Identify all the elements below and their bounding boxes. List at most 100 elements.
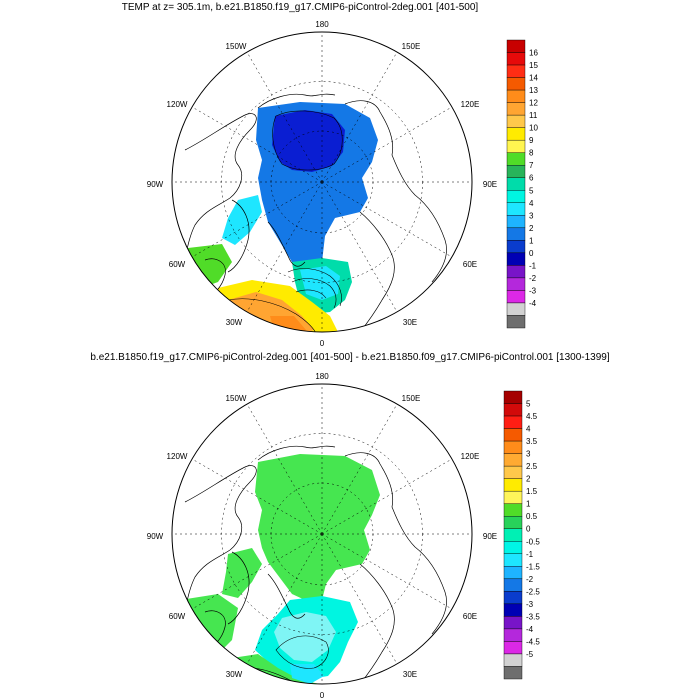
lon-label-60w: 60W [169, 612, 186, 621]
bottom-map-svg: 180 150E 120E 90E 60E 30E 0 30W 60W 90W … [147, 372, 541, 700]
colorbar-swatch [506, 252, 526, 266]
colorbar-swatch [503, 666, 523, 680]
colorbar-swatch [503, 541, 523, 554]
colorbar-swatch [503, 528, 523, 542]
colorbar-swatch [503, 490, 523, 504]
colorbar-tick-label: -1 [526, 550, 534, 559]
colorbar-swatch [503, 503, 523, 517]
colorbar-tick-label: 0 [526, 525, 531, 534]
atlantic-cyan-patch [290, 664, 324, 684]
colorbar-swatch [506, 177, 526, 191]
colorbar-tick-label: -3 [526, 600, 534, 609]
colorbar-swatch [506, 127, 526, 141]
meridian-line [191, 458, 323, 535]
colorbar-swatch [503, 516, 523, 529]
colorbar-swatch [506, 102, 526, 116]
colorbar-tick-label: 0.5 [526, 512, 538, 521]
nordic-diff-inner [274, 612, 336, 662]
lon-label-60e: 60E [463, 260, 477, 269]
meridian-line [191, 106, 323, 183]
lon-label-90w: 90W [147, 532, 164, 541]
colorbar-swatch [506, 114, 526, 128]
lon-label-90e: 90E [483, 532, 497, 541]
canada-basin-fill [272, 110, 345, 172]
bottom-colorbar: 5 4.5 4 3.5 3 2.5 2 1.5 1 0.5 0 -0.5 -1 -1.5 -2 -2.5 -3 -… [503, 390, 540, 680]
colorbar-swatch [503, 616, 523, 630]
bottom-difference-field [172, 384, 472, 684]
lon-label-120e: 120E [461, 452, 480, 461]
colorbar-tick-label: 8 [529, 149, 534, 158]
bottom-map-panel: b.e21.B1850.f19_g17.CMIP6-piControl-2deg… [0, 350, 700, 700]
lon-label-150w: 150W [226, 394, 247, 403]
colorbar-swatch [503, 415, 523, 429]
colorbar-tick-label: -1.5 [526, 562, 540, 571]
lon-label-30e: 30E [403, 670, 417, 679]
colorbar-swatch [506, 202, 526, 216]
colorbar-tick-label: 2 [529, 224, 534, 233]
top-map-title: TEMP at z= 305.1m, b.e21.B1850.f19_g17.C… [121, 2, 479, 13]
colorbar-tick-label: -2.5 [526, 587, 540, 596]
colorbar-swatch [506, 52, 526, 66]
colorbar-tick-label: -2 [529, 274, 537, 283]
lon-label-120w: 120W [167, 100, 188, 109]
colorbar-tick-label: 9 [529, 136, 534, 145]
meridian-line [191, 181, 323, 258]
colorbar-swatch [503, 653, 523, 667]
colorbar-tick-label: -4 [529, 299, 537, 308]
latitude-circle [221, 433, 423, 635]
colorbar-tick-label: 15 [529, 61, 538, 70]
lon-label-30w: 30W [226, 670, 243, 679]
colorbar-tick-label: 4.5 [526, 412, 538, 421]
colorbar-tick-label: 4 [529, 199, 534, 208]
colorbar-swatch [503, 641, 523, 655]
colorbar-tick-label: 2.5 [526, 462, 538, 471]
lon-label-150w: 150W [226, 42, 247, 51]
colorbar-swatch [503, 553, 523, 567]
colorbar-tick-label: -3 [529, 286, 537, 295]
colorbar-swatch [506, 265, 526, 279]
colorbar-swatch [506, 152, 526, 166]
colorbar-swatch [503, 591, 523, 605]
meridian-line [321, 458, 453, 535]
colorbar-swatch [506, 215, 526, 229]
latitude-circle [270, 482, 374, 586]
top-graticule [172, 32, 472, 332]
colorbar-swatch [506, 315, 526, 329]
colorbar-swatch [506, 227, 526, 241]
colorbar-tick-label: 1 [529, 236, 534, 245]
lon-label-30e: 30E [403, 318, 417, 327]
colorbar-tick-label: 5 [526, 400, 531, 409]
meridian-line [191, 533, 323, 610]
lon-label-180: 180 [315, 20, 329, 29]
meridian-line [321, 181, 453, 258]
colorbar-swatch [503, 578, 523, 592]
lon-label-0: 0 [320, 339, 325, 348]
colorbar-tick-label: -1 [529, 261, 537, 270]
colorbar-tick-label: -0.5 [526, 537, 540, 546]
lon-label-150e: 150E [402, 42, 421, 51]
colorbar-swatch [506, 290, 526, 304]
colorbar-tick-label: -3.5 [526, 612, 540, 621]
bottom-map-boundary [171, 383, 473, 685]
arctic-diff-fill [255, 454, 380, 600]
meridian-line [246, 51, 323, 183]
colorbar-tick-label: -4.5 [526, 637, 540, 646]
colorbar-tick-label: -4 [526, 625, 534, 634]
baffin-fill [222, 195, 262, 245]
latitude-circle [221, 81, 423, 283]
meridian-line [246, 181, 323, 313]
colorbar-tick-label: -2 [526, 575, 534, 584]
top-lon-labels: 180 150E 120E 90E 60E 30E 0 30W 60W 90W … [147, 20, 497, 348]
colorbar-tick-label: 14 [529, 74, 538, 83]
colorbar-swatch [503, 403, 523, 417]
meridian-line [321, 106, 453, 183]
colorbar-tick-label: -5 [526, 650, 534, 659]
lon-label-150e: 150E [402, 394, 421, 403]
lon-label-120e: 120E [461, 100, 480, 109]
colorbar-tick-label: 12 [529, 99, 538, 108]
meridian-line [321, 51, 398, 183]
colorbar-tick-label: 10 [529, 124, 538, 133]
colorbar-swatch [503, 465, 523, 479]
colorbar-swatch [503, 478, 523, 492]
colorbar-tick-label: 3.5 [526, 437, 538, 446]
